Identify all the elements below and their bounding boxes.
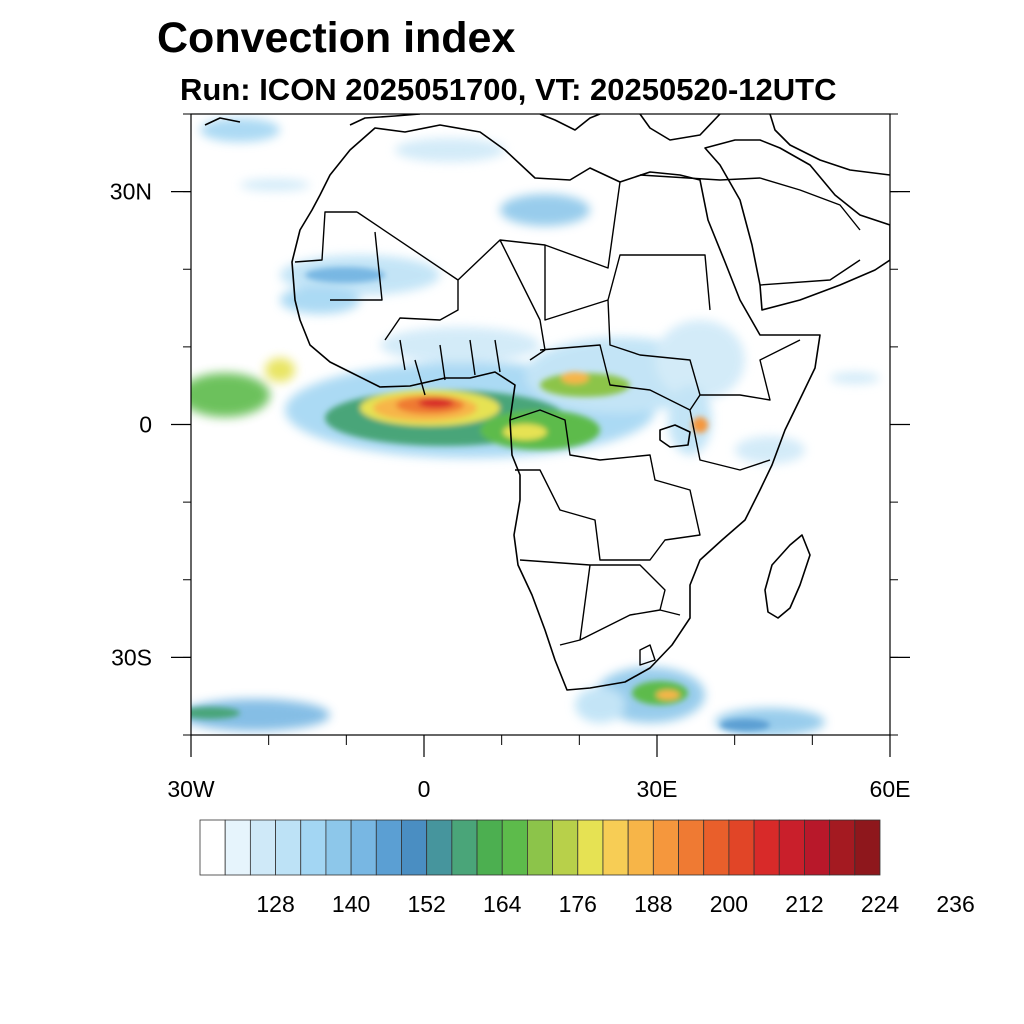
colorbar: 128 140 152 164 176 188 200 212 224 236 bbox=[199, 819, 975, 917]
y-tick-label: 0 bbox=[139, 412, 152, 438]
country-borders bbox=[294, 174, 861, 666]
colorbar-swatch bbox=[501, 819, 528, 876]
y-tick-label: 30S bbox=[111, 644, 152, 670]
colorbar-label: 188 bbox=[634, 891, 672, 917]
madagascar-coastline bbox=[764, 534, 811, 619]
colorbar-swatch bbox=[804, 819, 831, 876]
arabia-coastline bbox=[704, 139, 890, 311]
colorbar-swatch bbox=[854, 819, 881, 876]
x-tick-label: 30E bbox=[637, 776, 678, 802]
coastlines-and-borders bbox=[204, 114, 890, 691]
colorbar-swatch bbox=[703, 819, 730, 876]
colorbar-label: 200 bbox=[710, 891, 748, 917]
colorbar-label: 128 bbox=[256, 891, 294, 917]
colorbar-swatch bbox=[753, 819, 780, 876]
colorbar-swatch bbox=[350, 819, 377, 876]
colorbar-swatch bbox=[426, 819, 453, 876]
europe-coastline bbox=[204, 114, 890, 176]
colorbar-swatch bbox=[249, 819, 276, 876]
colorbar-swatch bbox=[829, 819, 856, 876]
colorbar-swatch bbox=[627, 819, 654, 876]
colorbar-swatch bbox=[224, 819, 251, 876]
colorbar-swatch bbox=[375, 819, 402, 876]
colorbar-label: 224 bbox=[861, 891, 900, 917]
colorbar-swatch bbox=[401, 819, 428, 876]
x-tick-label: 30W bbox=[167, 776, 215, 802]
x-tick-label: 0 bbox=[418, 776, 431, 802]
colorbar-swatch bbox=[678, 819, 705, 876]
y-tick-label: 30N bbox=[110, 179, 152, 205]
colorbar-swatch bbox=[325, 819, 352, 876]
colorbar-swatch bbox=[476, 819, 503, 876]
convection-field bbox=[191, 118, 880, 735]
colorbar-swatch bbox=[300, 819, 327, 876]
colorbar-swatch bbox=[451, 819, 478, 876]
colorbar-label: 164 bbox=[483, 891, 522, 917]
colorbar-swatch bbox=[728, 819, 755, 876]
colorbar-swatch bbox=[527, 819, 553, 876]
colorbar-swatch bbox=[577, 819, 604, 876]
colorbar-swatch bbox=[778, 819, 805, 876]
map-title: Convection index bbox=[157, 14, 516, 62]
colorbar-swatch bbox=[199, 819, 226, 876]
colorbar-label: 236 bbox=[936, 891, 974, 917]
colorbar-label: 176 bbox=[559, 891, 597, 917]
colorbar-swatch bbox=[552, 819, 579, 876]
colorbar-swatch bbox=[602, 819, 629, 876]
colorbar-label: 212 bbox=[785, 891, 823, 917]
x-tick-label: 60E bbox=[870, 776, 911, 802]
africa-coastline bbox=[291, 124, 821, 691]
colorbar-swatch bbox=[275, 819, 302, 876]
map-subtitle: Run: ICON 2025051700, VT: 20250520-12UTC bbox=[180, 72, 837, 107]
axis-ticks: 30W 0 30E 60E 30N 0 30S bbox=[110, 113, 911, 802]
colorbar-swatch bbox=[652, 819, 679, 876]
colorbar-label: 140 bbox=[332, 891, 370, 917]
lake-victoria bbox=[659, 424, 691, 448]
colorbar-label: 152 bbox=[407, 891, 445, 917]
